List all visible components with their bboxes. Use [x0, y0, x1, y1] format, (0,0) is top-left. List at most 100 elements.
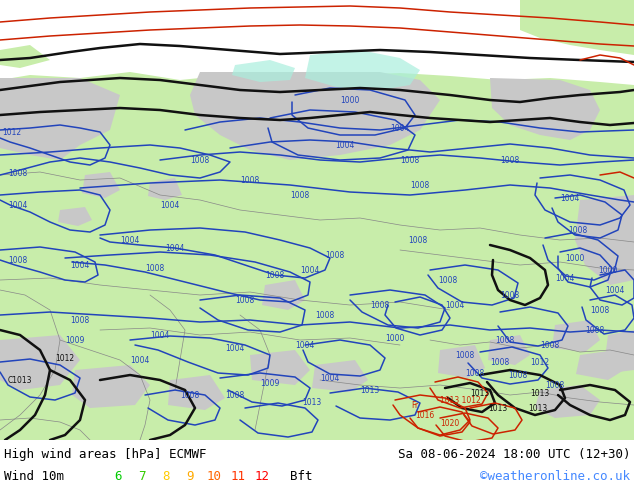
Text: 1008: 1008: [540, 341, 560, 349]
Text: 1013: 1013: [360, 386, 380, 394]
Polygon shape: [262, 280, 305, 310]
Polygon shape: [438, 345, 485, 378]
Text: 11: 11: [231, 469, 245, 483]
Text: 1008: 1008: [408, 236, 427, 245]
Text: 1008: 1008: [590, 305, 610, 315]
Text: 1008: 1008: [8, 255, 28, 265]
Text: 1004: 1004: [8, 200, 28, 210]
Text: 1008: 1008: [235, 295, 255, 304]
Text: 1008: 1008: [266, 270, 285, 279]
Text: Wind 10m: Wind 10m: [4, 469, 64, 483]
Text: 1013: 1013: [302, 397, 321, 407]
Text: 1008: 1008: [500, 155, 520, 165]
Text: 1008: 1008: [495, 336, 515, 344]
Text: 1008: 1008: [181, 391, 200, 399]
Text: 1004: 1004: [120, 236, 139, 245]
Polygon shape: [72, 365, 150, 408]
Text: 1008: 1008: [508, 370, 527, 380]
Polygon shape: [0, 72, 634, 440]
Text: 1008: 1008: [145, 264, 165, 272]
Text: 1004: 1004: [150, 331, 170, 340]
Polygon shape: [605, 330, 634, 372]
Text: 1004: 1004: [555, 273, 574, 283]
Text: 9: 9: [186, 469, 194, 483]
Polygon shape: [82, 172, 120, 198]
Text: 1004: 1004: [165, 244, 184, 252]
Text: 1012: 1012: [531, 358, 550, 367]
Text: 1008: 1008: [70, 316, 89, 324]
Text: 1004: 1004: [391, 123, 410, 132]
Polygon shape: [576, 350, 624, 380]
Text: 6: 6: [114, 469, 122, 483]
Text: 1012: 1012: [3, 127, 22, 137]
Text: 1004: 1004: [445, 300, 465, 310]
Text: Fr: Fr: [411, 400, 418, 410]
Text: 12: 12: [254, 469, 269, 483]
Polygon shape: [58, 207, 92, 226]
Text: 1008: 1008: [290, 191, 309, 199]
Text: 1004: 1004: [70, 261, 89, 270]
Text: High wind areas [hPa] ECMWF: High wind areas [hPa] ECMWF: [4, 447, 207, 461]
Text: 1020: 1020: [441, 418, 460, 427]
Text: 1008: 1008: [500, 291, 520, 299]
Text: 1013: 1013: [528, 404, 548, 413]
Polygon shape: [535, 385, 600, 418]
Text: 1008: 1008: [190, 155, 210, 165]
Text: 1008: 1008: [465, 368, 484, 377]
Text: 1008: 1008: [401, 155, 420, 165]
Polygon shape: [190, 72, 440, 160]
Text: 10: 10: [207, 469, 221, 483]
Text: 1013: 1013: [470, 389, 489, 397]
Text: 1009: 1009: [65, 336, 85, 344]
Text: 1008: 1008: [325, 250, 345, 260]
Text: 8: 8: [162, 469, 170, 483]
Text: 1004: 1004: [605, 286, 624, 294]
Text: 1008: 1008: [455, 350, 475, 360]
Polygon shape: [488, 335, 530, 365]
Text: 1000: 1000: [598, 266, 618, 274]
Text: 1008: 1008: [545, 381, 565, 390]
Polygon shape: [520, 0, 634, 55]
Text: Sa 08-06-2024 18:00 UTC (12+30): Sa 08-06-2024 18:00 UTC (12+30): [398, 447, 630, 461]
Text: 1008: 1008: [225, 391, 245, 399]
Text: 1008: 1008: [438, 275, 458, 285]
Polygon shape: [250, 350, 310, 385]
Text: 1004: 1004: [160, 200, 179, 210]
Text: 1008: 1008: [315, 311, 335, 319]
Text: 1004: 1004: [131, 356, 150, 365]
Polygon shape: [0, 78, 120, 160]
Polygon shape: [232, 60, 295, 82]
Polygon shape: [305, 50, 420, 90]
Polygon shape: [0, 335, 80, 390]
Polygon shape: [168, 375, 225, 410]
Text: 7: 7: [138, 469, 146, 483]
Text: C1013: C1013: [8, 375, 32, 385]
Polygon shape: [552, 320, 600, 352]
Polygon shape: [490, 78, 600, 140]
Text: 1008: 1008: [490, 358, 510, 367]
Text: 1008: 1008: [370, 300, 390, 310]
Text: 1004: 1004: [301, 266, 320, 274]
Polygon shape: [0, 45, 50, 68]
Text: ©weatheronline.co.uk: ©weatheronline.co.uk: [480, 469, 630, 483]
Text: 1004: 1004: [560, 194, 579, 202]
Text: 1008: 1008: [410, 180, 430, 190]
Text: 1009: 1009: [261, 378, 280, 388]
Text: 1016: 1016: [415, 411, 435, 419]
Text: Bft: Bft: [290, 469, 313, 483]
Text: 1008: 1008: [8, 169, 28, 177]
Polygon shape: [575, 195, 634, 285]
Text: 1013: 1013: [488, 404, 508, 413]
Text: 1008: 1008: [568, 225, 588, 235]
Polygon shape: [148, 178, 182, 200]
Text: 1004: 1004: [335, 141, 354, 149]
Text: 1000: 1000: [340, 96, 359, 104]
Text: 1008: 1008: [240, 175, 260, 185]
Text: 1008: 1008: [585, 325, 605, 335]
Text: 1013: 1013: [531, 389, 550, 397]
Text: 1012: 1012: [55, 353, 75, 363]
Text: 1004: 1004: [225, 343, 245, 352]
Text: 1004: 1004: [320, 373, 340, 383]
Text: 1000: 1000: [566, 253, 585, 263]
Text: 1013 1012: 1013 1012: [439, 395, 481, 405]
